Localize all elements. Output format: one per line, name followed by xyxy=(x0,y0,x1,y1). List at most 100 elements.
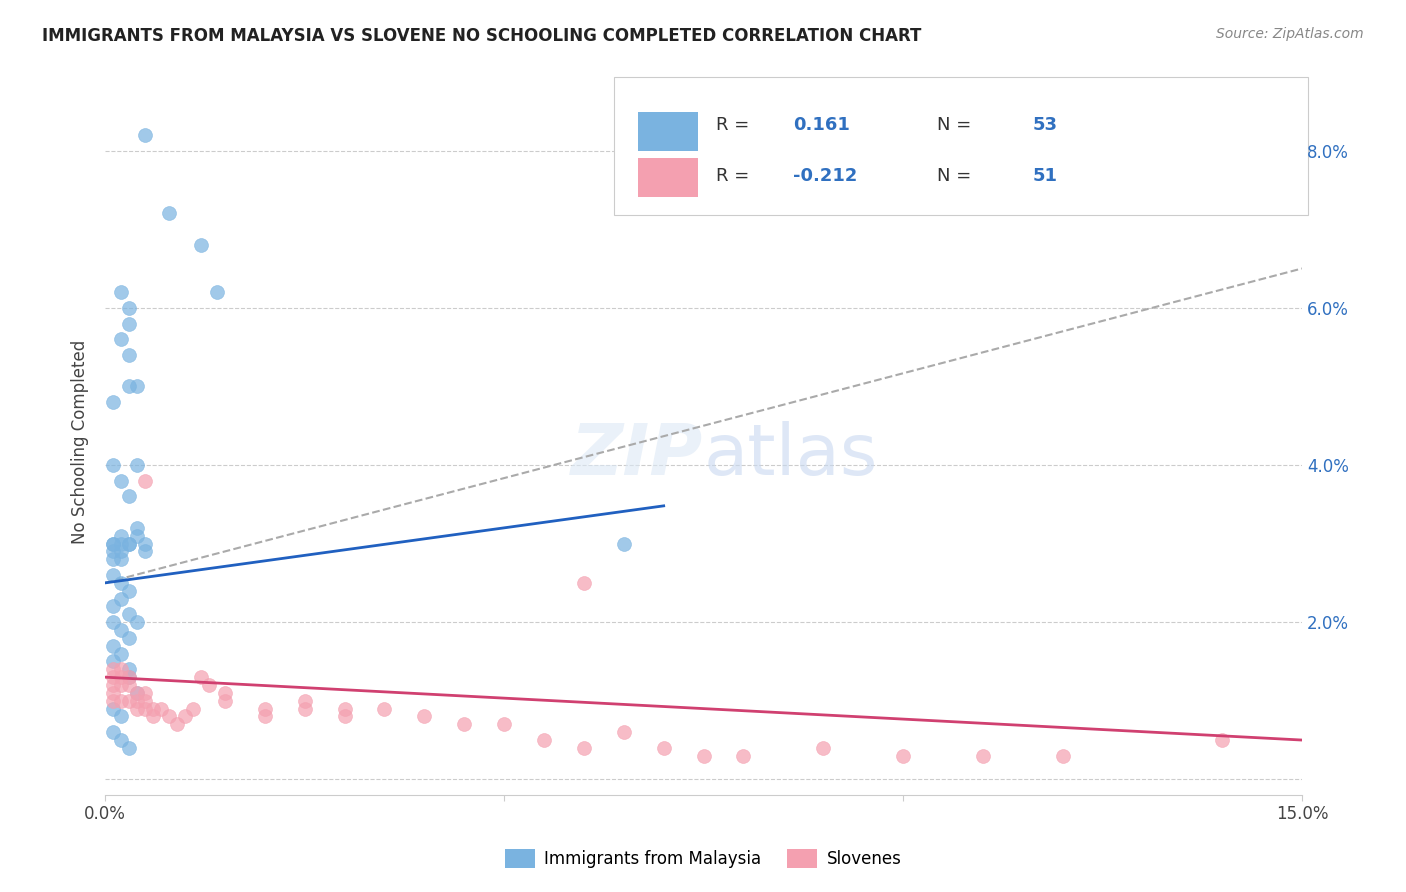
Text: 51: 51 xyxy=(1032,167,1057,186)
Point xyxy=(134,536,156,550)
Legend: Immigrants from Malaysia, Slovenes: Immigrants from Malaysia, Slovenes xyxy=(498,842,908,875)
Point xyxy=(118,536,141,550)
Point xyxy=(118,670,141,684)
Point xyxy=(110,474,132,488)
Text: ZIP: ZIP xyxy=(571,421,703,490)
Point xyxy=(214,686,236,700)
Point xyxy=(127,615,149,629)
Point xyxy=(110,709,132,723)
Point xyxy=(572,575,595,590)
Point xyxy=(127,529,149,543)
Point xyxy=(118,536,141,550)
Point xyxy=(972,748,994,763)
Point xyxy=(652,740,675,755)
Point xyxy=(891,748,914,763)
Text: N =: N = xyxy=(936,116,972,134)
Point xyxy=(118,607,141,622)
Point xyxy=(103,678,125,692)
Point xyxy=(134,701,156,715)
Point xyxy=(413,709,436,723)
Point xyxy=(110,529,132,543)
Point xyxy=(127,701,149,715)
Point xyxy=(333,709,356,723)
FancyBboxPatch shape xyxy=(638,159,697,197)
Point xyxy=(453,717,475,731)
Point xyxy=(110,662,132,676)
Point xyxy=(118,317,141,331)
Point xyxy=(174,709,197,723)
Point xyxy=(127,521,149,535)
Point xyxy=(157,206,180,220)
Point xyxy=(118,583,141,598)
Point xyxy=(1052,748,1074,763)
Point xyxy=(205,285,228,299)
Point xyxy=(110,670,132,684)
Point xyxy=(733,748,755,763)
Point xyxy=(134,694,156,708)
Point xyxy=(103,536,125,550)
Point xyxy=(103,701,125,715)
Point xyxy=(103,599,125,614)
Point xyxy=(118,301,141,315)
Point xyxy=(110,332,132,346)
Point xyxy=(118,678,141,692)
Point xyxy=(118,662,141,676)
Point xyxy=(1211,733,1233,747)
Point xyxy=(103,544,125,558)
Point xyxy=(103,552,125,566)
Point xyxy=(103,639,125,653)
Text: 53: 53 xyxy=(1032,116,1057,134)
Point xyxy=(127,379,149,393)
Point xyxy=(134,474,156,488)
Point xyxy=(103,670,125,684)
Point xyxy=(110,285,132,299)
Point xyxy=(127,686,149,700)
Text: -0.212: -0.212 xyxy=(793,167,858,186)
Point xyxy=(103,662,125,676)
Point xyxy=(142,709,165,723)
Point xyxy=(110,536,132,550)
Y-axis label: No Schooling Completed: No Schooling Completed xyxy=(72,339,89,543)
Point xyxy=(103,458,125,472)
Point xyxy=(134,544,156,558)
Point xyxy=(110,552,132,566)
Point xyxy=(110,694,132,708)
Text: N =: N = xyxy=(936,167,972,186)
Point xyxy=(181,701,204,715)
Point xyxy=(692,748,714,763)
Point xyxy=(613,725,636,739)
Point xyxy=(134,686,156,700)
Text: R =: R = xyxy=(716,167,749,186)
Point xyxy=(103,568,125,582)
Point xyxy=(294,694,316,708)
Point xyxy=(110,575,132,590)
Point xyxy=(150,701,173,715)
FancyBboxPatch shape xyxy=(614,77,1308,215)
Point xyxy=(333,701,356,715)
Text: IMMIGRANTS FROM MALAYSIA VS SLOVENE NO SCHOOLING COMPLETED CORRELATION CHART: IMMIGRANTS FROM MALAYSIA VS SLOVENE NO S… xyxy=(42,27,921,45)
Point xyxy=(103,725,125,739)
Point xyxy=(253,701,276,715)
Point xyxy=(533,733,555,747)
FancyBboxPatch shape xyxy=(638,112,697,152)
Point xyxy=(103,655,125,669)
Point xyxy=(103,536,125,550)
Text: Source: ZipAtlas.com: Source: ZipAtlas.com xyxy=(1216,27,1364,41)
Point xyxy=(103,694,125,708)
Point xyxy=(142,701,165,715)
Point xyxy=(190,670,212,684)
Point xyxy=(110,544,132,558)
Point xyxy=(118,379,141,393)
Point xyxy=(214,694,236,708)
Text: atlas: atlas xyxy=(703,421,877,490)
Point xyxy=(373,701,395,715)
Point xyxy=(572,740,595,755)
Point xyxy=(118,670,141,684)
Point xyxy=(157,709,180,723)
Point xyxy=(134,128,156,142)
Point xyxy=(127,694,149,708)
Point xyxy=(494,717,516,731)
Point xyxy=(166,717,188,731)
Point xyxy=(127,686,149,700)
Point xyxy=(190,238,212,252)
